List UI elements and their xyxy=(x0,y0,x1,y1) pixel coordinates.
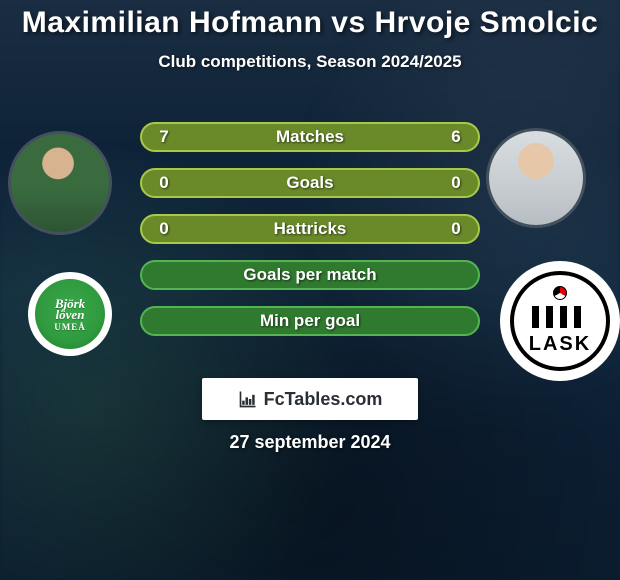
stat-value-left: 0 xyxy=(144,214,184,244)
stat-label: Goals per match xyxy=(140,260,480,290)
club-right-text: LASK xyxy=(529,334,591,354)
subtitle: Club competitions, Season 2024/2025 xyxy=(0,52,620,72)
club-right-stripes-icon xyxy=(532,306,588,328)
player-right-photo-placeholder xyxy=(489,131,583,225)
stat-row: Goals per match xyxy=(140,260,480,290)
stat-value-left: 0 xyxy=(144,168,184,198)
stat-row: Matches7 6 xyxy=(140,122,480,152)
stat-label: Goals xyxy=(140,168,480,198)
player-left-avatar xyxy=(8,131,112,235)
page-title: Maximilian Hofmann vs Hrvoje Smolcic xyxy=(0,0,620,40)
stats-bars: Matches76Goals00Hattricks00Goals per mat… xyxy=(140,122,480,352)
stat-row: Min per goal xyxy=(140,306,480,336)
stat-label: Hattricks xyxy=(140,214,480,244)
stat-value-right xyxy=(436,260,476,290)
club-right-badge: LASK xyxy=(500,261,620,381)
chart-icon xyxy=(238,389,258,409)
stat-label: Min per goal xyxy=(140,306,480,336)
stat-value-left: 7 xyxy=(144,122,184,152)
player-right-avatar xyxy=(486,128,586,228)
stat-value-right: 6 xyxy=(436,122,476,152)
watermark: FcTables.com xyxy=(202,378,418,420)
stat-row: Hattricks0 0 xyxy=(140,214,480,244)
club-right-emblem-icon xyxy=(553,286,567,300)
club-left-line2: löven xyxy=(56,308,85,321)
stat-value-right xyxy=(436,306,476,336)
watermark-text: FcTables.com xyxy=(264,389,383,410)
stat-value-left xyxy=(144,306,184,336)
club-left-badge: Björk löven UMEÅ xyxy=(28,272,112,356)
stat-label: Matches xyxy=(140,122,480,152)
stat-value-right: 0 xyxy=(436,214,476,244)
player-left-photo-placeholder xyxy=(11,134,109,232)
stat-value-left xyxy=(144,260,184,290)
club-left-line3: UMEÅ xyxy=(54,323,86,332)
stat-value-right: 0 xyxy=(436,168,476,198)
date-text: 27 september 2024 xyxy=(0,432,620,453)
stat-row: Goals0 0 xyxy=(140,168,480,198)
